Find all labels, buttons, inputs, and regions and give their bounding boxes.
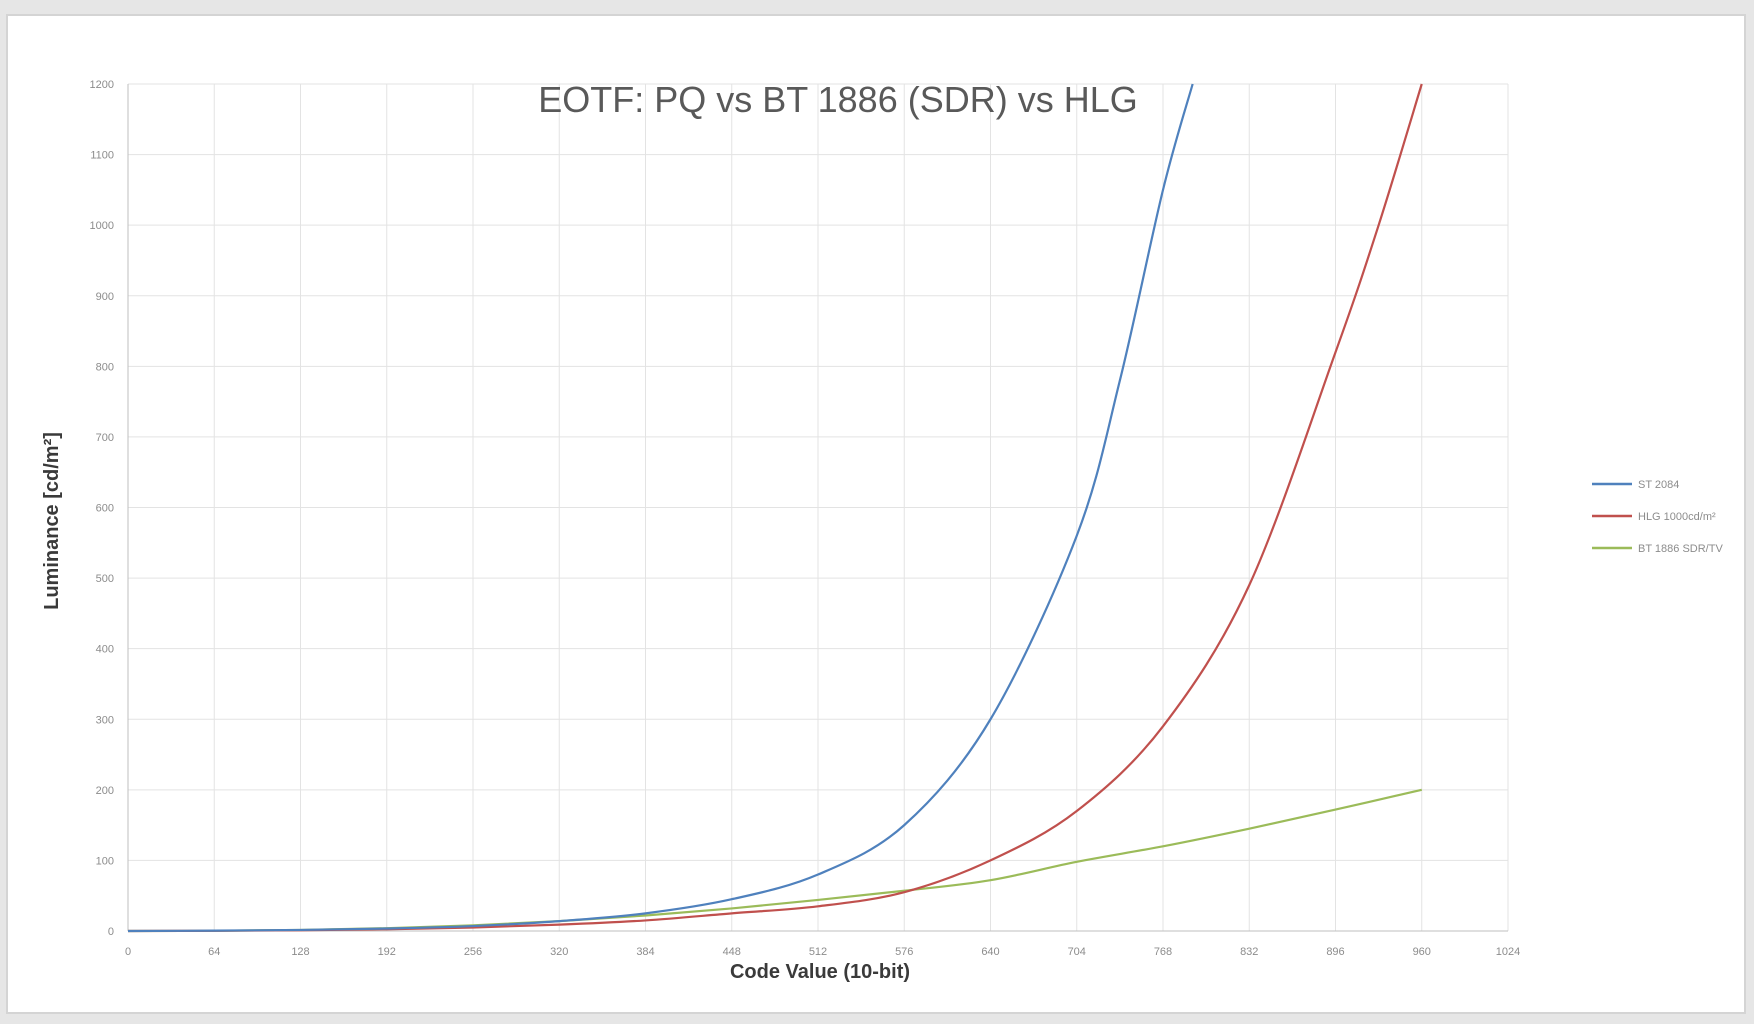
y-axis-title: Luminance [cd/m²] [41,432,63,610]
legend: ST 2084 HLG 1000cd/m² BT 1886 SDR/TV [1592,479,1723,555]
y-tick-label: 300 [96,714,114,726]
y-tick-label: 1100 [90,150,114,162]
x-tick-label: 384 [636,946,654,958]
y-tick-label: 0 [108,926,114,938]
y-tick-label: 800 [96,361,114,373]
legend-label: HLG 1000cd/m² [1638,511,1716,523]
x-tick-label: 704 [1068,946,1086,958]
x-tick-label: 512 [809,946,827,958]
x-tick-label: 192 [378,946,396,958]
grid-layer [127,83,1509,932]
x-tick-label: 576 [895,946,913,958]
y-tick-label: 1000 [90,220,114,232]
y-tick-label: 400 [96,644,114,656]
x-tick-label: 896 [1326,946,1344,958]
chart-svg: 0 64 128 192 256 320 384 448 512 576 640 704 768 832 8… [41,79,1723,983]
chart-frame: 0 64 128 192 256 320 384 448 512 576 640 704 768 832 8… [6,14,1746,1014]
x-tick-label: 128 [291,946,309,958]
x-tick-label: 832 [1240,946,1258,958]
x-tick-label: 1024 [1496,946,1520,958]
x-tick-label: 0 [125,946,131,958]
x-tick-label: 256 [464,946,482,958]
chart-title: EOTF: PQ vs BT 1886 (SDR) vs HLG [538,79,1137,120]
x-tick-label: 768 [1154,946,1172,958]
x-tick-label: 960 [1413,946,1431,958]
y-tick-label: 100 [96,855,114,867]
series-line-0 [128,83,1194,933]
y-tick-label: 1200 [90,79,114,91]
legend-label: ST 2084 [1638,479,1679,491]
y-tick-label: 700 [96,432,114,444]
x-tick-label: 64 [208,946,220,958]
x-tick-label: 640 [981,946,999,958]
x-tick-label: 448 [723,946,741,958]
y-tick-label: 500 [96,573,114,585]
x-tick-label: 320 [550,946,568,958]
y-tick-label: 200 [96,785,114,797]
y-tick-label: 900 [96,291,114,303]
x-axis-title: Code Value (10-bit) [730,961,910,983]
series-layer [128,83,1423,933]
legend-label: BT 1886 SDR/TV [1638,543,1723,555]
axis-layer: 0 64 128 192 256 320 384 448 512 576 640 704 768 832 8… [90,79,1521,958]
y-tick-label: 600 [96,503,114,515]
